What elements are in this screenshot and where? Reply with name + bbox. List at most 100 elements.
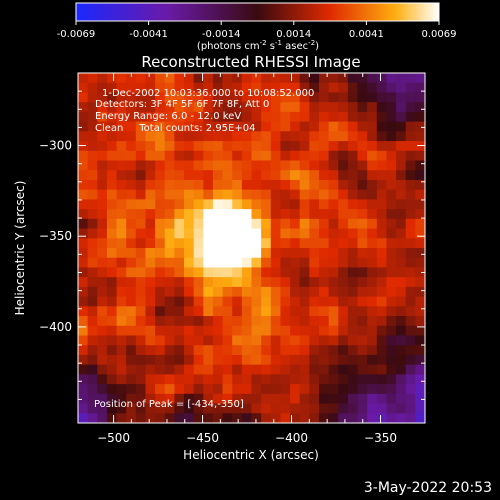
- heatmap-cell: [318, 160, 330, 171]
- heatmap-cell: [164, 238, 175, 249]
- heatmap-cell: [357, 277, 368, 288]
- heatmap-cell: [357, 248, 368, 259]
- heatmap-cell: [357, 316, 368, 327]
- heatmap-cell: [415, 102, 425, 113]
- heatmap-cell: [155, 413, 166, 423]
- heatmap-cell: [212, 277, 224, 288]
- heatmap-cell: [386, 296, 397, 307]
- heatmap-cell: [299, 267, 310, 278]
- heatmap-cell: [309, 384, 320, 395]
- heatmap-cell: [135, 413, 147, 423]
- heatmap-cell: [97, 150, 108, 162]
- heatmap-cell: [174, 102, 185, 113]
- heatmap-cell: [357, 111, 368, 123]
- heatmap-cell: [299, 345, 310, 356]
- heatmap-cell: [415, 189, 425, 200]
- heatmap-cell: [251, 277, 262, 288]
- heatmap-cell: [309, 199, 320, 210]
- heatmap-cell: [386, 160, 397, 171]
- heatmap-cell: [87, 218, 98, 230]
- colorbar-tick-label: -0.0041: [129, 29, 168, 40]
- heatmap-cell: [232, 277, 243, 288]
- heatmap-cell: [309, 316, 320, 327]
- heatmap-cell: [232, 345, 243, 356]
- heatmap-cell: [222, 267, 233, 278]
- heatmap-cell: [357, 199, 368, 210]
- heatmap-cell: [241, 160, 253, 171]
- heatmap-cell: [309, 150, 320, 162]
- heatmap-cell: [106, 238, 118, 249]
- heatmap-cell: [280, 238, 291, 249]
- heatmap-cell: [299, 92, 310, 103]
- heatmap-cell: [299, 403, 310, 414]
- heatmap-cell: [280, 248, 291, 259]
- annotation-energy: Energy Range: 6.0 - 12.0 keV: [95, 111, 241, 122]
- timestamp: 3-May-2022 20:53: [363, 480, 492, 496]
- heatmap-cell: [97, 111, 108, 123]
- heatmap-cell: [126, 374, 137, 385]
- heatmap-cell: [78, 189, 89, 200]
- heatmap-cell: [126, 403, 137, 414]
- heatmap-cell: [386, 393, 397, 405]
- heatmap-cell: [347, 199, 359, 210]
- heatmap-cell: [106, 374, 118, 385]
- heatmap-cell: [126, 160, 137, 171]
- heatmap-cell: [396, 102, 407, 113]
- heatmap-cell: [222, 111, 233, 123]
- heatmap-cell: [396, 238, 407, 249]
- heatmap-cell: [78, 316, 89, 327]
- heatmap-cell: [318, 374, 330, 385]
- heatmap-cell: [338, 82, 349, 94]
- heatmap-cell: [212, 413, 224, 423]
- heatmap-cell: [145, 248, 156, 259]
- heatmap-cell: [261, 374, 272, 385]
- heatmap-cell: [155, 218, 166, 230]
- heatmap-cell: [116, 286, 127, 298]
- heatmap-cell: [376, 374, 388, 385]
- heatmap-cell: [270, 354, 282, 366]
- heatmap-cell: [357, 160, 368, 171]
- heatmap-cell: [184, 296, 195, 307]
- heatmap-cell: [212, 73, 224, 84]
- heatmap-cell: [135, 354, 147, 366]
- heatmap-cell: [203, 413, 214, 423]
- heatmap-cell: [415, 150, 425, 162]
- heatmap-cell: [299, 199, 310, 210]
- heatmap-cell: [145, 325, 156, 337]
- heatmap-cell: [116, 267, 127, 278]
- heatmap-cell: [87, 199, 98, 210]
- heatmap-cell: [78, 277, 89, 288]
- heatmap-cell: [106, 335, 118, 346]
- heatmap-cell: [290, 92, 301, 103]
- heatmap-cell: [97, 238, 108, 249]
- heatmap-cell: [318, 267, 330, 278]
- heatmap-cell: [87, 413, 98, 423]
- heatmap-cell: [97, 141, 108, 152]
- heatmap-cell: [309, 354, 320, 366]
- heatmap-cell: [338, 121, 349, 132]
- heatmap-cell: [87, 248, 98, 259]
- heatmap-cell: [280, 141, 291, 152]
- heatmap-cell: [386, 238, 397, 249]
- heatmap-cell: [155, 403, 166, 414]
- heatmap-cell: [174, 354, 185, 366]
- heatmap-cell: [318, 364, 330, 375]
- heatmap-cell: [87, 345, 98, 356]
- heatmap-cell: [203, 257, 214, 269]
- heatmap-cell: [87, 179, 98, 191]
- heatmap-cell: [328, 170, 339, 181]
- heatmap-cell: [396, 384, 407, 395]
- heatmap-cell: [251, 199, 262, 210]
- heatmap-cell: [97, 403, 108, 414]
- heatmap-cell: [203, 296, 214, 307]
- heatmap-cell: [222, 384, 233, 395]
- heatmap-cell: [164, 296, 175, 307]
- heatmap-cell: [347, 209, 359, 220]
- heatmap-cell: [280, 325, 291, 337]
- heatmap-cell: [299, 209, 310, 220]
- heatmap-cell: [97, 248, 108, 259]
- heatmap-cell: [145, 141, 156, 152]
- heatmap-cell: [338, 374, 349, 385]
- heatmap-cell: [78, 121, 89, 132]
- heatmap-cell: [318, 286, 330, 298]
